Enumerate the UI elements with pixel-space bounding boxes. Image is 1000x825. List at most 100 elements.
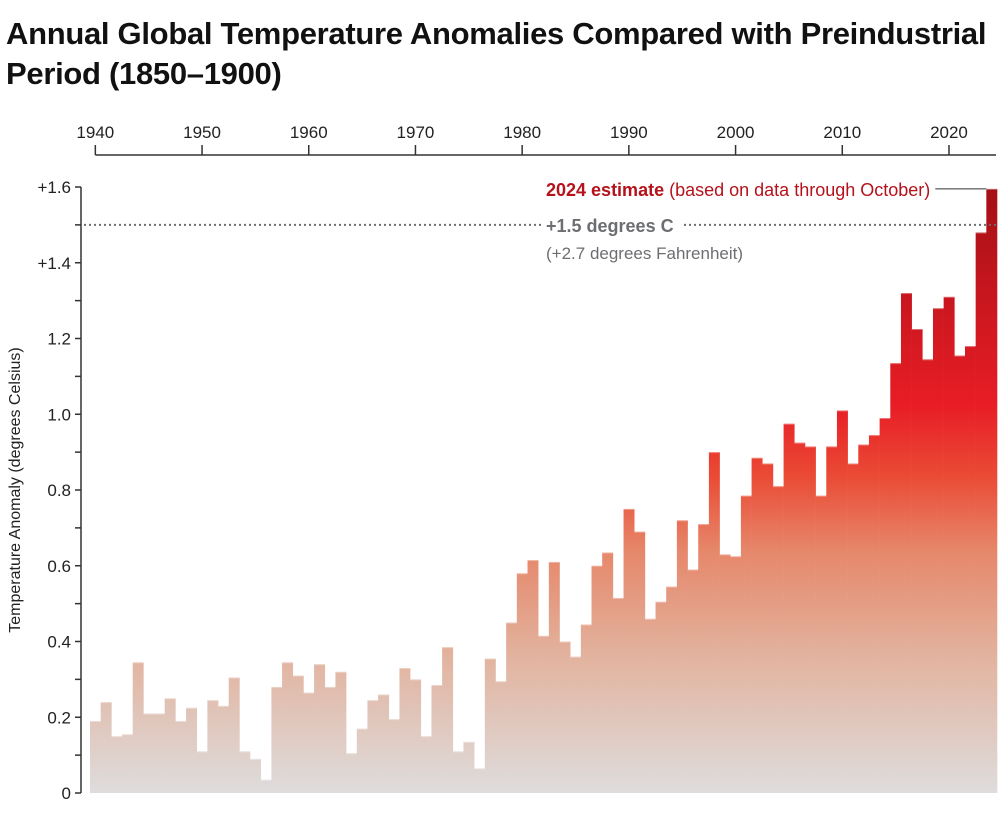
- bar-1971: [420, 736, 432, 793]
- bar-2021: [954, 355, 966, 793]
- bar-2010: [836, 410, 848, 793]
- bar-1980: [516, 573, 528, 793]
- bar-1997: [698, 524, 710, 793]
- annotation-2024: 2024 estimate (based on data through Oct…: [546, 180, 930, 200]
- bar-2012: [858, 444, 870, 793]
- bar-2015: [890, 363, 902, 793]
- y-axis-label: Temperature Anomaly (degrees Celsius): [7, 347, 24, 632]
- bar-1995: [676, 520, 688, 793]
- bar-1954: [239, 751, 251, 793]
- y-tick-label: +1.6: [37, 178, 71, 197]
- bar-1976: [474, 768, 486, 793]
- bar-1948: [175, 721, 187, 793]
- bar-2018: [922, 359, 934, 793]
- bar-2020: [943, 296, 955, 793]
- bar-1970: [410, 679, 422, 793]
- x-tick-label: 2000: [717, 123, 755, 142]
- bar-2004: [772, 486, 784, 793]
- x-tick-label: 2010: [823, 123, 861, 142]
- chart-title: Annual Global Temperature Anomalies Comp…: [6, 16, 987, 91]
- bar-1982: [538, 635, 550, 793]
- y-tick-label: 1.2: [47, 330, 71, 349]
- bar-2005: [783, 423, 795, 793]
- bar-1955: [250, 758, 262, 793]
- bar-1950: [196, 751, 208, 793]
- bar-1968: [388, 719, 400, 793]
- bar-2014: [879, 418, 891, 793]
- bar-1965: [356, 728, 368, 793]
- bar-2024: [986, 188, 998, 794]
- bar-1981: [527, 560, 539, 793]
- x-tick-label: 2020: [930, 123, 968, 142]
- annotations: +1.5 degrees C (+2.7 degrees Fahrenheit) 2…: [84, 180, 998, 263]
- bar-1964: [346, 753, 358, 793]
- bar-1987: [591, 565, 603, 793]
- bar-2011: [847, 463, 859, 793]
- bar-1992: [644, 618, 656, 793]
- bar-2007: [804, 446, 816, 793]
- bar-2003: [762, 463, 774, 793]
- reference-label-bg: [542, 212, 682, 237]
- bar-1994: [666, 586, 678, 793]
- bar-1952: [218, 705, 230, 793]
- y-tick-label: 0.2: [47, 708, 71, 727]
- bar-1972: [431, 685, 443, 793]
- x-tick-label: 1940: [76, 123, 114, 142]
- bar-1959: [292, 675, 304, 793]
- bar-1949: [186, 707, 198, 793]
- bar-2000: [730, 556, 742, 793]
- bar-2022: [964, 346, 976, 793]
- bar-1973: [442, 647, 454, 793]
- bar-1951: [207, 700, 219, 793]
- bar-2006: [794, 442, 806, 793]
- bar-1996: [687, 569, 699, 793]
- y-tick-label: 1.0: [47, 405, 71, 424]
- bar-1957: [271, 686, 283, 793]
- bar-1960: [303, 692, 315, 793]
- bar-1988: [602, 552, 614, 793]
- bar-1944: [132, 662, 144, 793]
- bar-1984: [559, 641, 571, 793]
- y-tick-label: 0.4: [47, 633, 71, 652]
- y-tick-label: 0.6: [47, 557, 71, 576]
- reference-label: +1.5 degrees C: [546, 216, 674, 236]
- annotation-bold: 2024 estimate: [546, 180, 669, 200]
- bar-1958: [282, 662, 294, 793]
- bar-1962: [324, 686, 336, 793]
- reference-sublabel: (+2.7 degrees Fahrenheit): [546, 244, 743, 263]
- annotation-text: (based on data through October): [669, 180, 930, 200]
- bars: [90, 188, 998, 794]
- bar-1978: [495, 681, 507, 793]
- bar-2016: [900, 293, 912, 793]
- bar-2008: [815, 495, 827, 793]
- bar-1945: [143, 713, 155, 793]
- x-tick-label: 1950: [183, 123, 221, 142]
- bar-1990: [623, 508, 635, 793]
- bar-1969: [399, 668, 411, 793]
- bar-2002: [751, 457, 763, 793]
- bar-1975: [463, 741, 475, 793]
- bar-1986: [580, 624, 592, 793]
- x-tick-label: 1960: [290, 123, 328, 142]
- bar-1961: [314, 664, 326, 793]
- bar-1985: [570, 656, 582, 793]
- x-tick-label: 1970: [397, 123, 435, 142]
- x-tick-label: 1990: [610, 123, 648, 142]
- y-axis: 0 0.2 0.4 0.6 0.8 1.0 1.2 +1.4 +1.6: [37, 178, 82, 803]
- bar-1942: [111, 736, 123, 793]
- bar-1956: [260, 779, 272, 793]
- bar-1974: [452, 751, 464, 793]
- bar-2009: [826, 446, 838, 793]
- bar-1947: [164, 698, 176, 793]
- bar-1943: [122, 734, 133, 793]
- bar-2001: [740, 495, 752, 793]
- x-axis: 1940 1950 1960 1970 1980 1990 2000 2010 2020: [76, 123, 996, 156]
- y-tick-label: +1.4: [37, 254, 71, 273]
- bar-1963: [335, 671, 347, 793]
- bar-1998: [708, 452, 720, 793]
- bar-1967: [378, 694, 390, 793]
- bar-1999: [719, 554, 731, 793]
- bar-2017: [911, 329, 923, 793]
- bar-1941: [100, 702, 112, 793]
